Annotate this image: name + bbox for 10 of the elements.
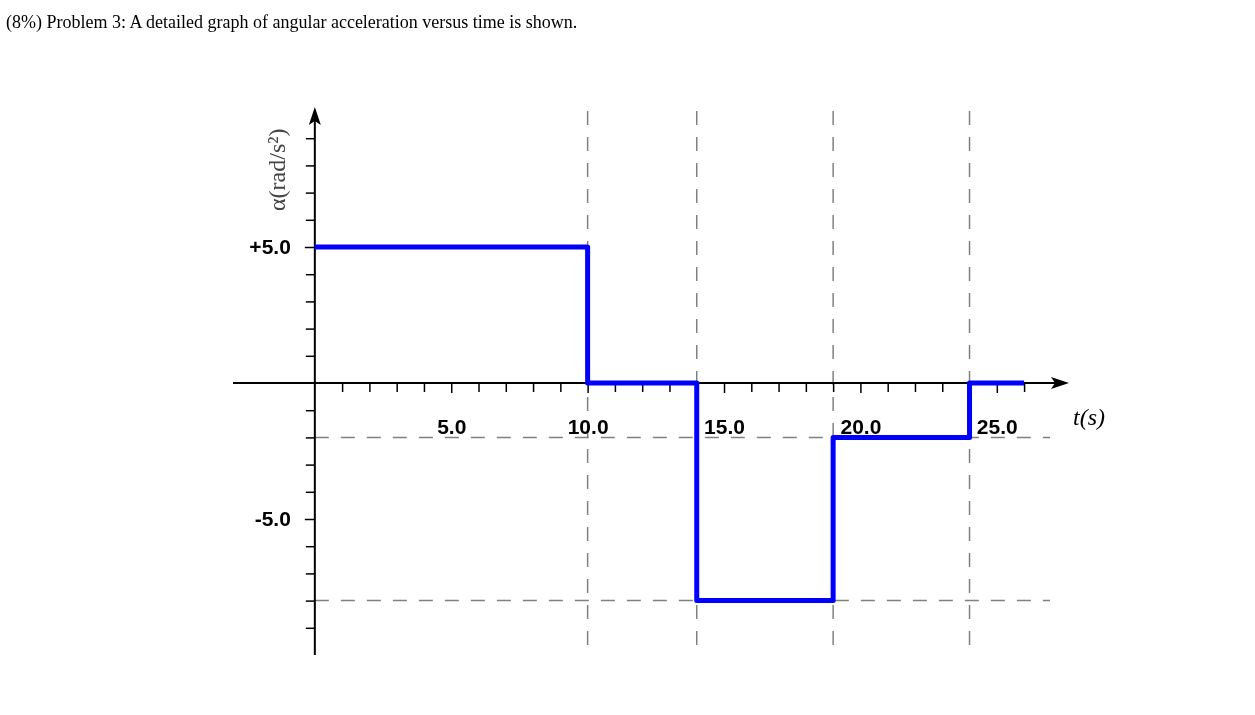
x-axis-title: t(s) <box>1073 404 1105 430</box>
chart-title: (8%) Problem 3: A detailed graph of angular acceleration versus time is shown. <box>6 12 578 33</box>
x-tick-label: 10.0 <box>567 414 609 438</box>
y-tick-label: -5.0 <box>254 507 291 531</box>
y-tick-label: +5.0 <box>249 235 291 259</box>
x-tick-label: 25.0 <box>976 414 1018 438</box>
x-tick-label: 20.0 <box>840 414 882 438</box>
y-axis-title: α(rad/s²) <box>263 128 290 211</box>
x-tick-label: 15.0 <box>704 414 745 438</box>
x-tick-label: 5.0 <box>437 414 467 438</box>
